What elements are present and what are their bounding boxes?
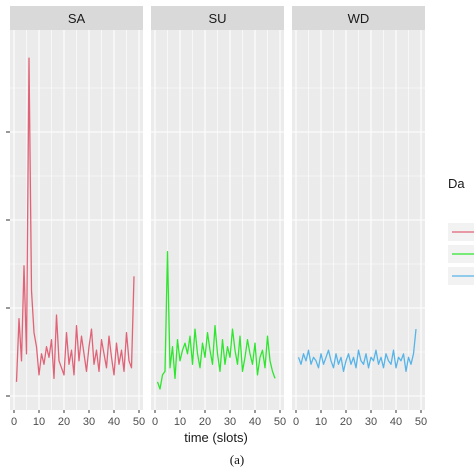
facet-panel-wd: WD <box>292 6 425 410</box>
x-tick-label: 40 <box>108 416 120 428</box>
legend-title: Da <box>448 176 465 191</box>
x-axis: 0 10 20 30 40 50 0 10 20 30 40 50 0 10 20 30 40 50 <box>11 410 427 428</box>
x-axis-title: time (slots) <box>184 430 248 445</box>
x-tick-label: 30 <box>83 416 95 428</box>
series-line-wd <box>297 329 417 373</box>
x-tick-label: 10 <box>33 416 45 428</box>
figure-caption: (a) <box>229 452 245 467</box>
facet-strip <box>292 6 425 30</box>
facet-panel-sa: SA <box>10 6 143 410</box>
x-tick-label: 10 <box>315 416 327 428</box>
series-line-sa <box>15 57 135 382</box>
facet-strip-label: SU <box>208 11 226 26</box>
facet-strip <box>151 6 284 30</box>
x-tick-label: 20 <box>199 416 211 428</box>
x-tick-label: 50 <box>133 416 145 428</box>
x-tick-label: 40 <box>249 416 261 428</box>
y-axis <box>6 131 10 397</box>
facet-strip-label: SA <box>68 11 86 26</box>
x-tick-label: 0 <box>152 416 158 428</box>
x-tick-label: 0 <box>293 416 299 428</box>
facet-strip-label: WD <box>348 11 370 26</box>
x-tick-label: 50 <box>415 416 427 428</box>
series-line-su <box>156 251 276 390</box>
facet-strip <box>10 6 143 30</box>
x-tick-label: 30 <box>365 416 377 428</box>
x-tick-label: 20 <box>58 416 70 428</box>
legend: Da <box>448 176 474 285</box>
x-tick-label: 50 <box>274 416 286 428</box>
x-tick-label: 10 <box>174 416 186 428</box>
x-tick-label: 30 <box>224 416 236 428</box>
x-tick-label: 40 <box>390 416 402 428</box>
x-tick-label: 0 <box>11 416 17 428</box>
facet-panel-su: SU <box>151 6 284 410</box>
facets-layer: SA SU WD <box>10 6 425 410</box>
x-tick-label: 20 <box>340 416 352 428</box>
